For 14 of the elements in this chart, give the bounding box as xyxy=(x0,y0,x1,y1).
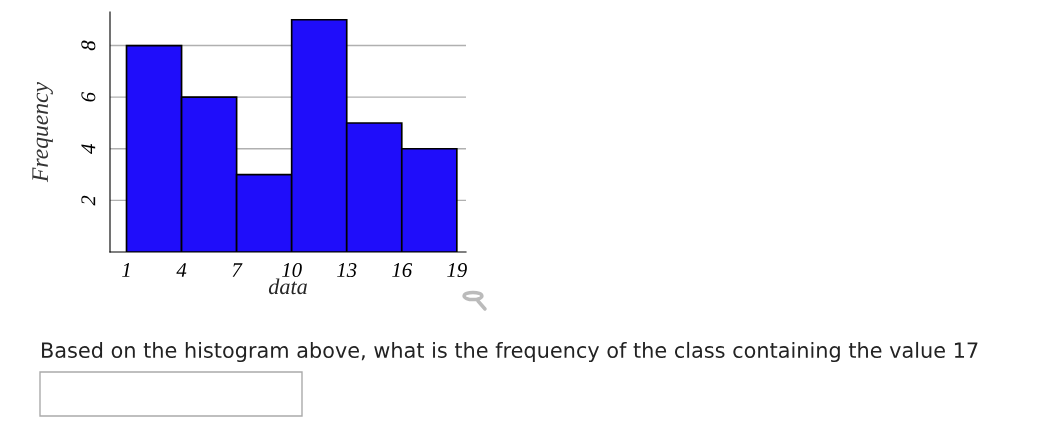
y-tick-label: 6 xyxy=(81,92,96,102)
x-axis-title: data xyxy=(268,278,307,295)
y-tick-label: 8 xyxy=(81,40,96,51)
text: Based on the histogram above, what is the frequency of the class containing the value 17 xyxy=(42,341,978,363)
x-tick-label: 1 xyxy=(122,263,130,277)
x-tick-label: 10 xyxy=(282,263,302,278)
x-tick-label: 7 xyxy=(232,263,243,277)
x-tick-label: 13 xyxy=(337,263,357,278)
y-tick-label: 2 xyxy=(81,195,96,206)
x-tick-label: 4 xyxy=(176,263,187,277)
y-axis-title: Frequency xyxy=(32,81,53,183)
x-tick-label: 19 xyxy=(447,263,467,278)
y-tick-label: 4 xyxy=(81,144,96,154)
x-tick-label: 16 xyxy=(392,263,413,278)
